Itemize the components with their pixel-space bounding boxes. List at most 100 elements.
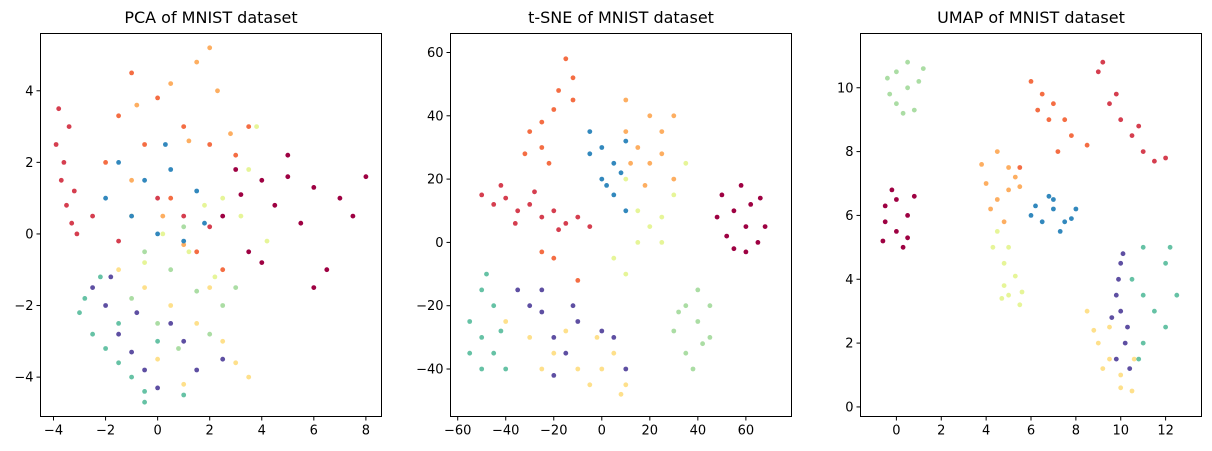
pca-point-digit-8-0: [116, 160, 121, 165]
pca-point-digit-1-9: [155, 195, 161, 201]
umap-point-digit-0-4: [882, 219, 888, 225]
pca-x-tick-label-6: 6: [310, 424, 318, 439]
pca-point-digit-0-15: [311, 285, 317, 290]
tsne-point-digit-2-1: [570, 75, 576, 81]
umap-point-digit-2-2: [1051, 101, 1056, 107]
tsne-point-digit-6-2: [707, 335, 713, 340]
tsne-point-digit-8-4: [611, 192, 617, 198]
umap-point-digit-8-4: [1051, 197, 1056, 202]
tsne-x-tick-label-60: 60: [738, 424, 755, 439]
umap-x-axis: 0 2 4 6 8 10 12: [892, 416, 1174, 439]
umap-point-digit-1-0: [1095, 69, 1101, 75]
tsne-y-tick-label--20: −20: [416, 299, 443, 314]
tsne-y-tick-label-20: 20: [427, 173, 444, 188]
pca-point-digit-1-10: [181, 213, 187, 219]
tsne-point-digit-6-5: [695, 287, 701, 293]
pca-point-digit-1-3: [64, 202, 69, 208]
tsne-point-digit-9-6: [551, 373, 557, 378]
pca-point-digit-1-6: [71, 188, 77, 194]
tsne-x-tick-label--60: −60: [444, 424, 471, 439]
tsne-point-digit-4-4: [587, 382, 593, 388]
umap-y-tick-label-6: 6: [845, 209, 853, 224]
pca-point-digit-4-6: [155, 356, 161, 362]
umap-point-digit-4-4: [1107, 324, 1112, 330]
tsne-panel: t-SNE of MNIST dataset −60 −40 −20 0 20 40 60 …: [416, 8, 792, 439]
umap-point-digit-5-3: [1006, 292, 1011, 298]
tsne-point-digit-0-4: [724, 233, 730, 239]
tsne-y-tick-label--40: −40: [416, 363, 443, 378]
pca-point-digit-0-3: [311, 185, 317, 190]
pca-point-digit-5-8: [264, 238, 270, 244]
pca-point-digit-9-7: [168, 321, 174, 326]
pca-point-digit-1-7: [90, 213, 95, 219]
tsne-point-digit-4-7: [623, 382, 629, 388]
tsne-x-tick-label-0: 0: [598, 424, 606, 439]
umap-x-tick-label-2: 2: [937, 424, 945, 439]
tsne-point-digit-6-6: [707, 303, 713, 309]
tsne-point-digit-4-2: [551, 350, 557, 356]
tsne-x-tick-label--20: −20: [540, 424, 567, 439]
umap-y-tick-label-8: 8: [845, 145, 853, 160]
pca-x-tick-label--2: −2: [96, 424, 115, 439]
pca-x-tick-label-2: 2: [206, 424, 214, 439]
umap-point-digit-6-3: [916, 79, 922, 84]
tsne-point-digit-7-6: [491, 303, 497, 309]
pca-point-digit-6-9: [176, 346, 181, 351]
pca-x-tick-label--4: −4: [44, 424, 63, 439]
tsne-point-digit-3-5: [671, 176, 677, 182]
umap-point-digit-1-2: [1118, 117, 1124, 123]
pca-point-digit-7-3: [116, 360, 121, 366]
tsne-point-digit-8-9: [618, 170, 624, 176]
umap-point-digit-4-5: [1084, 308, 1090, 314]
pca-point-digit-2-6: [168, 195, 174, 201]
umap-point-digit-1-8: [1113, 91, 1119, 97]
tsne-point-digit-1-13: [556, 227, 561, 233]
pca-point-digit-3-3: [134, 102, 140, 108]
pca-point-digit-4-3: [194, 321, 200, 326]
tsne-point-digit-8-3: [599, 176, 605, 182]
umap-point-digit-5-7: [1012, 273, 1018, 279]
tsne-point-digit-3-10: [628, 160, 633, 166]
umap-point-digit-3-6: [1012, 174, 1018, 180]
pca-point-digit-2-0: [129, 70, 135, 76]
umap-point-digit-7-1: [1163, 260, 1168, 266]
tsne-y-axis: −40 −20 0 20 40 60: [416, 46, 451, 378]
pca-point-digit-0-6: [272, 202, 278, 208]
tsne-point-digit-7-0: [467, 319, 473, 324]
umap-x-tick-label-12: 12: [1157, 424, 1174, 439]
pca-point-digit-2-2: [181, 124, 187, 129]
pca-point-digit-9-8: [181, 338, 187, 344]
tsne-point-digit-9-10: [570, 303, 576, 309]
pca-point-digit-4-1: [142, 285, 148, 290]
tsne-point-digit-3-0: [623, 97, 629, 103]
pca-point-digit-1-12: [66, 124, 72, 129]
pca-point-digit-0-8: [246, 249, 252, 255]
pca-point-digit-2-5: [233, 152, 239, 158]
tsne-point-digit-5-9: [659, 214, 665, 220]
umap-point-digit-1-3: [1129, 133, 1135, 139]
tsne-point-digit-9-3: [551, 335, 557, 340]
pca-point-digit-8-5: [155, 231, 161, 237]
umap-point-digit-8-7: [1057, 229, 1063, 234]
tsne-y-tick-label-40: 40: [427, 109, 444, 124]
tsne-point-digit-0-7: [762, 224, 768, 230]
umap-point-digit-8-1: [1051, 206, 1056, 212]
umap-y-tick-label-10: 10: [837, 81, 854, 96]
tsne-point-digit-0-0: [719, 192, 725, 198]
tsne-point-digit-0-9: [714, 214, 720, 220]
pca-point-digit-6-5: [129, 296, 135, 301]
pca-y-tick-label-4: 4: [25, 84, 33, 99]
umap-point-digit-3-2: [983, 181, 989, 186]
pca-point-digit-6-3: [220, 303, 226, 308]
tsne-point-digit-8-5: [623, 208, 629, 214]
umap-point-digit-0-7: [911, 193, 917, 199]
tsne-point-digit-9-7: [539, 287, 545, 293]
tsne-point-digit-8-7: [623, 138, 629, 144]
pca-point-digit-5-0: [160, 231, 166, 237]
pca-point-digit-2-7: [116, 113, 121, 119]
tsne-point-digit-8-8: [604, 183, 609, 188]
tsne-x-axis: −60 −40 −20 0 20 40 60: [444, 416, 755, 439]
pca-point-digit-5-4: [220, 195, 226, 201]
umap-point-digit-5-9: [1019, 289, 1025, 295]
tsne-point-digit-3-1: [647, 113, 653, 119]
